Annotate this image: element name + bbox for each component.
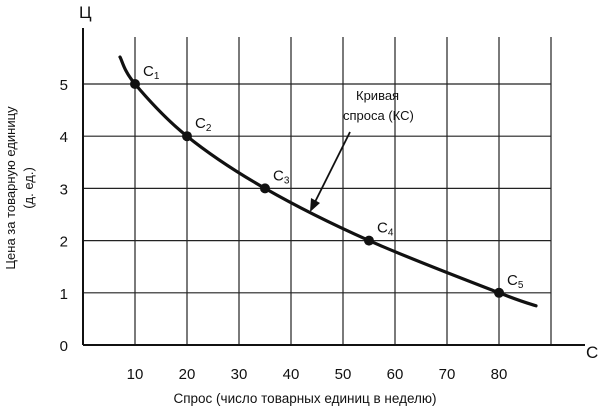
x-tick-label: 80	[491, 366, 508, 383]
x-axis-label: Спрос (число товарных единиц в неделю)	[173, 391, 436, 406]
grid	[83, 37, 552, 345]
annotation-arrowhead	[310, 198, 320, 212]
data-point-4	[364, 235, 374, 246]
y-tick-label: 5	[60, 77, 68, 94]
data-point-1	[130, 79, 140, 89]
annotation-line1: Кривая	[356, 88, 399, 103]
curve-annotation: Кривая спроса (КС)	[310, 88, 414, 212]
annotation-line2: спроса (КС)	[343, 108, 414, 123]
y-axis-label-line1: Цена за товарную единицу	[3, 106, 18, 270]
data-point-label-5: C5	[507, 272, 524, 291]
data-point-3	[260, 183, 270, 194]
y-axis-label-line2: (д. ед.)	[21, 167, 36, 209]
data-point-label-2: C2	[195, 115, 212, 134]
x-tick-label: 70	[439, 366, 456, 383]
y-axis-letter: Ц	[79, 3, 92, 22]
data-point-2	[182, 131, 192, 142]
x-tick-label: 10	[127, 366, 144, 383]
x-tick-label: 50	[335, 366, 352, 383]
x-tick-label: 40	[283, 366, 300, 383]
axes	[82, 28, 585, 346]
data-point-label-1: C1	[143, 63, 160, 82]
x-tick-label: 30	[231, 366, 248, 383]
annotation-arrow	[312, 131, 351, 207]
x-axis-letter: С	[586, 343, 598, 362]
data-points: C1 C2 C3 C4 C5	[130, 63, 524, 298]
data-point-label-4: C4	[377, 220, 394, 239]
data-point-5	[494, 287, 504, 298]
y-tick-label: 0	[60, 338, 68, 355]
x-tick-label: 20	[179, 366, 196, 383]
y-tick-label: 4	[60, 129, 68, 146]
y-tick-label: 1	[60, 286, 68, 303]
data-point-label-3: C3	[273, 167, 290, 186]
y-tick-label: 2	[60, 234, 68, 251]
demand-curve	[118, 55, 538, 308]
tick-labels: 10 20 30 40 50 60 70 80 0 1 2 3 4 5	[60, 77, 508, 383]
x-tick-label: 60	[387, 366, 404, 383]
y-tick-label: 3	[60, 181, 68, 198]
